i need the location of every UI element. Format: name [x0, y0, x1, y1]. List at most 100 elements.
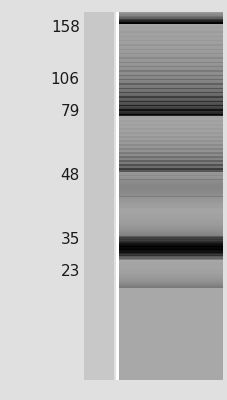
Bar [118, 206, 222, 207]
Bar [118, 35, 222, 37]
Bar [118, 240, 222, 241]
Bar [118, 12, 222, 13]
Bar [118, 286, 222, 287]
Bar [118, 279, 222, 280]
Bar [118, 259, 222, 260]
Bar [118, 221, 222, 222]
Bar [118, 207, 222, 208]
Bar [118, 20, 222, 21]
Bar [118, 13, 222, 14]
Bar [118, 287, 222, 288]
Text: 106: 106 [51, 72, 79, 88]
Bar [118, 70, 222, 72]
Bar [118, 129, 222, 130]
Bar [118, 179, 222, 180]
Bar [118, 86, 222, 88]
Bar [118, 20, 222, 21]
Bar [118, 222, 222, 224]
Bar [118, 221, 222, 222]
Bar [118, 278, 222, 279]
Bar [118, 168, 222, 169]
Bar [118, 205, 222, 206]
Bar [118, 272, 222, 273]
Bar [118, 151, 222, 152]
Bar [118, 123, 222, 124]
Bar [118, 181, 222, 182]
Bar [118, 274, 222, 275]
Bar [118, 244, 222, 245]
Bar [118, 183, 222, 184]
Bar [118, 205, 222, 206]
Bar [118, 22, 222, 23]
Bar [118, 196, 222, 197]
Bar [118, 136, 222, 138]
Bar [118, 42, 222, 43]
Bar [118, 118, 222, 119]
Bar [118, 266, 222, 267]
Bar [118, 165, 222, 166]
Bar [118, 237, 222, 238]
Bar [118, 19, 222, 20]
Bar [118, 253, 222, 254]
Bar [118, 114, 222, 115]
Bar [118, 200, 222, 201]
Bar [118, 271, 222, 272]
Text: 158: 158 [51, 20, 79, 36]
Bar [118, 197, 222, 198]
Bar [118, 251, 222, 252]
Bar [118, 98, 222, 99]
Bar [118, 117, 222, 118]
Bar [118, 249, 222, 250]
Bar [118, 17, 222, 18]
Bar [118, 15, 222, 16]
Bar [118, 192, 222, 193]
Bar [118, 170, 222, 171]
Bar [118, 275, 222, 276]
Bar [118, 160, 222, 162]
Bar [118, 43, 222, 44]
Bar [118, 265, 222, 266]
Bar [118, 255, 222, 256]
Text: 35: 35 [60, 232, 79, 248]
Bar [118, 18, 222, 19]
Bar [84, 12, 114, 380]
Bar [118, 171, 222, 172]
Bar [118, 77, 222, 78]
Bar [118, 95, 222, 96]
Bar [118, 256, 222, 257]
Bar [118, 79, 222, 81]
Bar [118, 46, 222, 47]
Bar [118, 234, 222, 235]
Bar [118, 250, 222, 251]
Bar [118, 153, 222, 154]
Bar [118, 203, 222, 204]
Bar [118, 222, 222, 223]
Bar [118, 258, 222, 259]
Bar [118, 269, 222, 270]
Bar [118, 241, 222, 242]
Bar [118, 64, 222, 65]
Bar [118, 14, 222, 16]
Bar [118, 13, 222, 14]
Bar [118, 61, 222, 63]
Bar [118, 242, 222, 243]
Bar [118, 214, 222, 216]
Bar [118, 270, 222, 271]
Bar [118, 14, 222, 15]
Bar [118, 282, 222, 283]
Bar [118, 257, 222, 258]
Bar [118, 210, 222, 212]
Bar [118, 12, 222, 13]
Bar [118, 56, 222, 58]
Bar [118, 238, 222, 239]
Bar [118, 51, 222, 52]
Bar [118, 161, 222, 162]
Bar [118, 12, 222, 13]
Bar [118, 198, 222, 199]
Bar [118, 186, 222, 187]
Bar [118, 112, 222, 114]
Bar [118, 124, 222, 126]
Bar [118, 252, 222, 253]
Bar [118, 203, 222, 204]
Bar [118, 238, 222, 239]
